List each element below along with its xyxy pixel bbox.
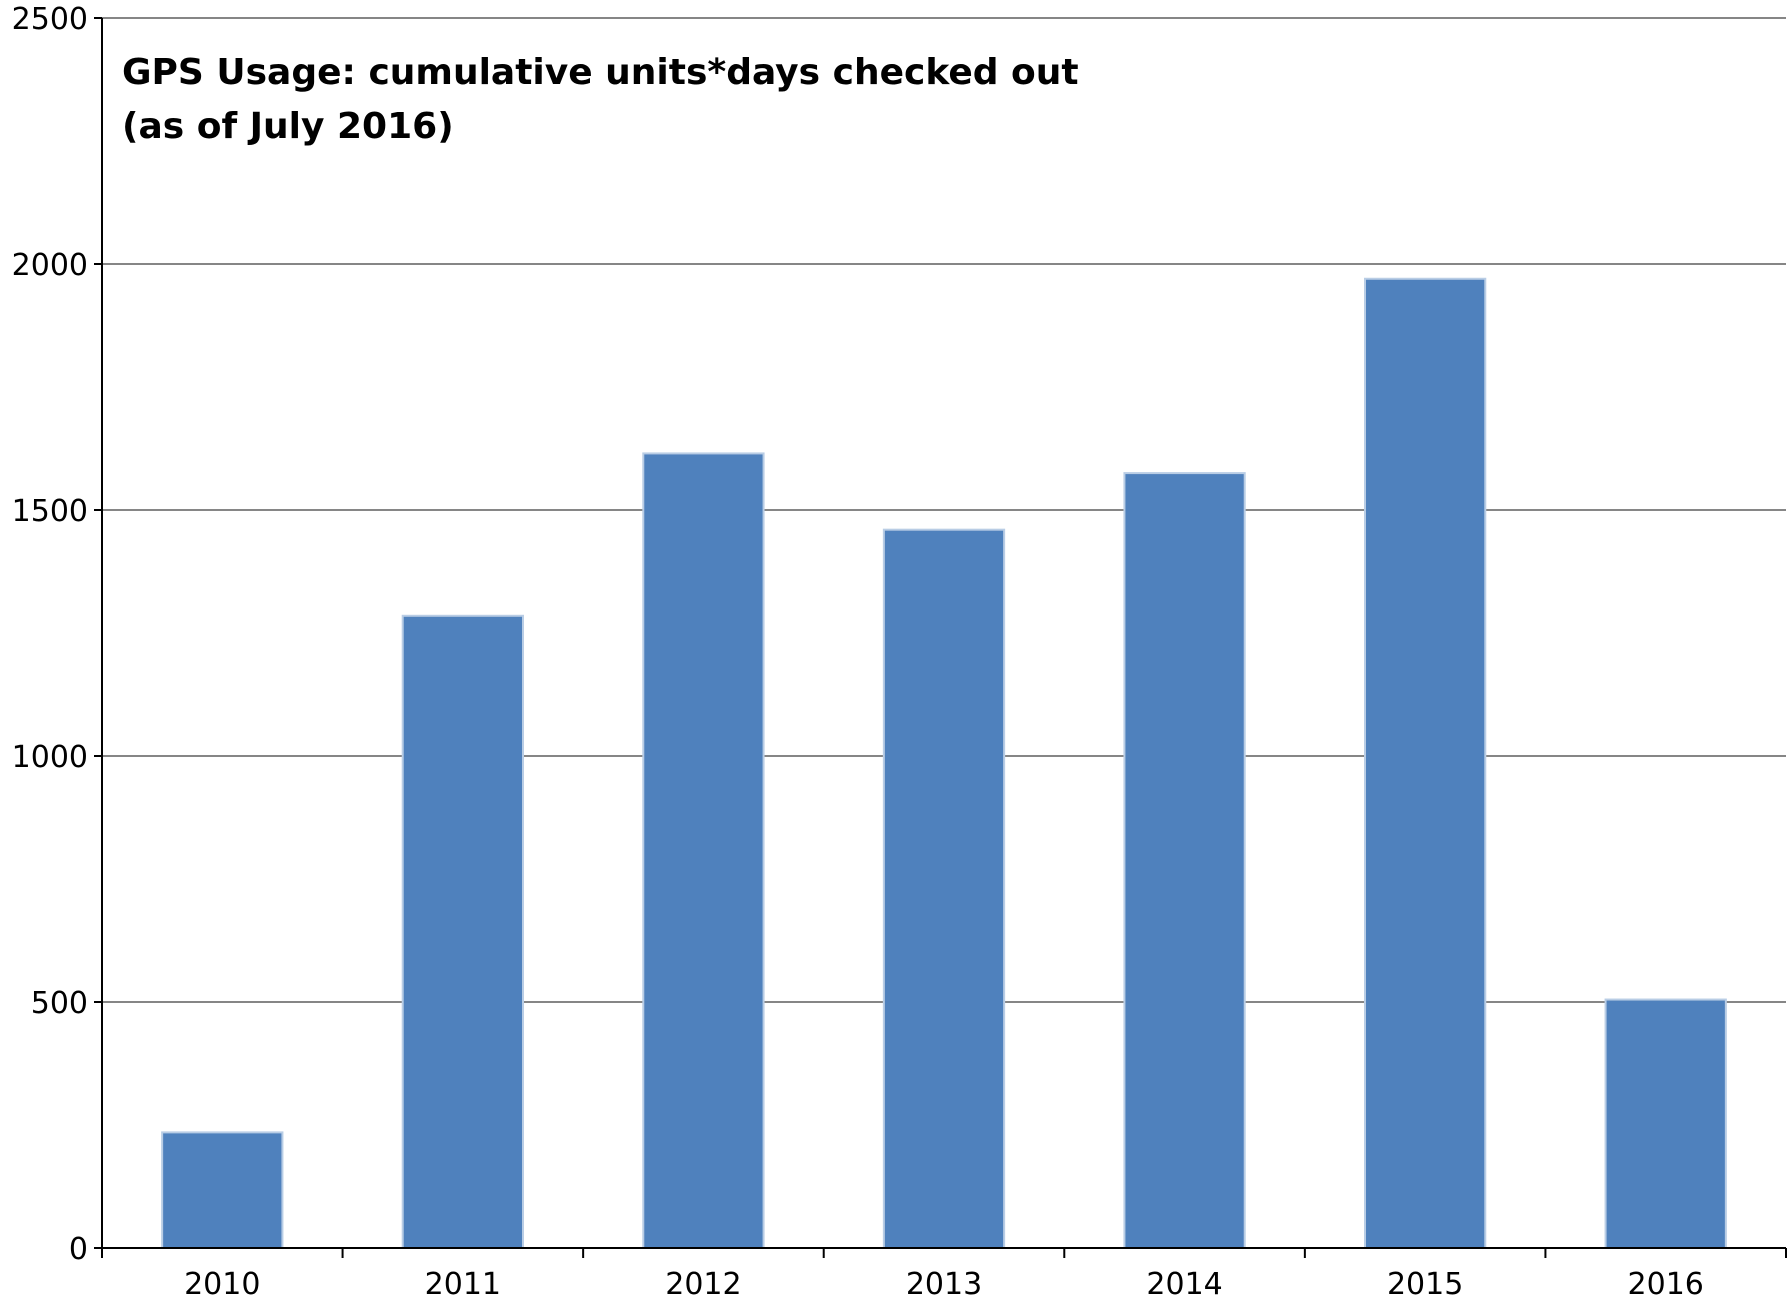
bar-2013 <box>882 528 1006 1249</box>
y-tick-label: 0 <box>69 1232 88 1267</box>
y-tick-label: 2500 <box>12 2 88 37</box>
x-tick-label: 2010 <box>184 1267 260 1302</box>
x-tick-label: 2011 <box>425 1267 501 1302</box>
bar-2010 <box>161 1131 284 1250</box>
bar-2014 <box>1123 472 1246 1250</box>
x-tick-label: 2014 <box>1146 1267 1222 1302</box>
y-tick-label: 1000 <box>12 740 88 775</box>
chart-title-line-2: (as of July 2016) <box>122 106 454 147</box>
gridlines <box>102 17 1786 1003</box>
chart-title-line-1: GPS Usage: cumulative units*days checked… <box>122 52 1079 93</box>
x-tick-label: 2016 <box>1628 1267 1704 1302</box>
bars <box>161 277 1727 1250</box>
bar-2011 <box>401 614 525 1249</box>
y-tick-label: 2000 <box>12 248 88 283</box>
x-tick-label: 2013 <box>906 1267 982 1302</box>
bar-2015 <box>1364 277 1487 1249</box>
bar-2016 <box>1604 998 1727 1249</box>
bar-2012 <box>642 452 765 1250</box>
x-axis-ticks: 2010 2011 2012 2013 2014 2015 2016 <box>101 1248 1787 1302</box>
y-tick-label: 1500 <box>12 494 88 529</box>
chart-title: GPS Usage: cumulative units*days checked… <box>122 52 1079 147</box>
x-tick-label: 2015 <box>1387 1267 1463 1302</box>
y-axis-ticks: 0 500 1000 1500 2000 2500 <box>12 2 102 1267</box>
axes <box>101 18 1786 1249</box>
y-tick-label: 500 <box>31 986 88 1021</box>
x-tick-label: 2012 <box>665 1267 741 1302</box>
